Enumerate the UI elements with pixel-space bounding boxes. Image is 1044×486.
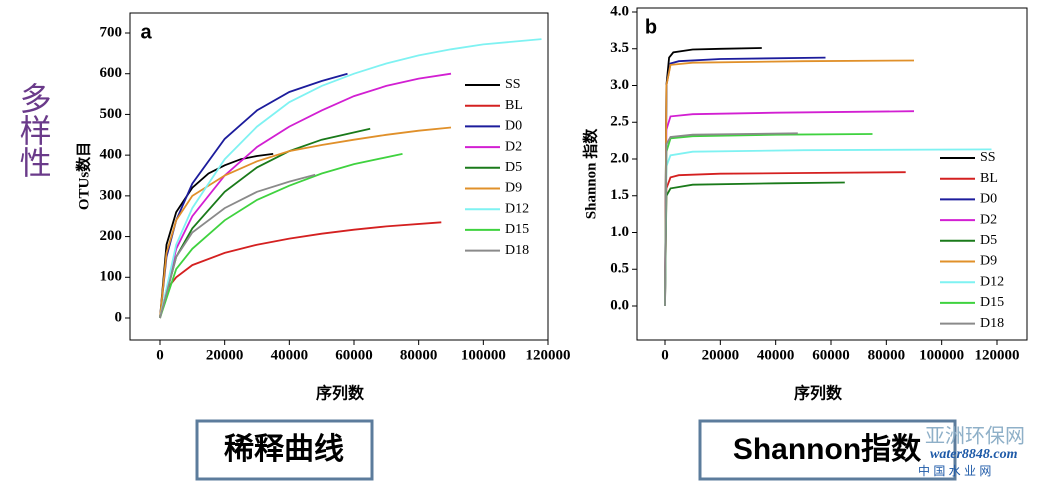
legend-label: D5 [505, 160, 522, 175]
watermark: 亚洲环保网 [925, 424, 1025, 447]
series-line [159, 153, 403, 319]
legend-label: D2 [980, 212, 997, 227]
series-line [664, 132, 798, 307]
x-tick-label: 60000 [335, 347, 373, 363]
series-line [159, 221, 442, 319]
legend-label: D0 [980, 192, 997, 207]
x-tick-label: 60000 [812, 347, 850, 363]
y-tick-label: 400 [100, 147, 123, 163]
y-tick-label: 1.0 [610, 224, 629, 240]
series-line [664, 56, 826, 307]
y-axis-label: OTUs数目 [74, 142, 92, 210]
y-tick-label: 3.0 [610, 77, 629, 93]
legend-label: D18 [980, 316, 1004, 331]
series-line [159, 72, 452, 319]
legend-label: SS [980, 150, 996, 165]
x-tick-label: 120000 [526, 347, 571, 363]
x-tick-label: 40000 [757, 347, 795, 363]
watermark: 中 国 水 业 网 [918, 463, 991, 478]
legend-label: D15 [505, 222, 529, 237]
caption: Shannon指数 [733, 433, 922, 466]
watermark: water8848.com [930, 447, 1018, 462]
series-line [159, 127, 371, 319]
series-line [664, 181, 845, 307]
x-tick-label: 40000 [271, 347, 309, 363]
panel-label: b [645, 16, 657, 38]
legend-label: SS [505, 77, 521, 92]
series-line [159, 173, 316, 319]
panel-label: a [140, 21, 152, 43]
x-tick-label: 120000 [975, 347, 1020, 363]
x-tick-label: 80000 [400, 347, 438, 363]
series-line [159, 153, 274, 319]
y-tick-label: 2.5 [610, 114, 629, 130]
y-tick-label: 4.0 [610, 3, 629, 19]
legend-label: D9 [505, 181, 522, 196]
x-tick-label: 100000 [919, 347, 964, 363]
x-axis-label: 序列数 [794, 384, 843, 403]
series-line [664, 59, 915, 307]
y-axis-label: Shannon 指数 [581, 128, 599, 219]
caption: 稀释曲线 [224, 433, 344, 466]
x-tick-label: 80000 [868, 347, 906, 363]
y-tick-label: 0.5 [610, 261, 629, 277]
y-tick-label: 2.0 [610, 150, 629, 166]
legend-label: D12 [980, 274, 1004, 289]
y-tick-label: 0.0 [610, 297, 629, 313]
plot-frame [636, 7, 1028, 341]
legend-label: D12 [505, 201, 529, 216]
y-tick-label: 600 [100, 65, 123, 81]
legend-label: BL [505, 98, 523, 113]
legend-label: D9 [980, 254, 997, 269]
legend-label: D5 [980, 233, 997, 248]
series-line [664, 133, 873, 307]
legend-label: D0 [505, 119, 522, 134]
plot-frame [129, 12, 549, 341]
series-line [159, 72, 348, 319]
x-tick-label: 0 [661, 347, 669, 363]
y-tick-label: 3.5 [610, 40, 629, 56]
series-line [664, 47, 762, 307]
x-axis-label: 序列数 [316, 384, 365, 403]
y-tick-label: 0 [115, 309, 123, 325]
x-tick-label: 20000 [702, 347, 740, 363]
y-tick-label: 1.5 [610, 187, 629, 203]
x-tick-label: 0 [156, 347, 164, 363]
x-tick-label: 100000 [461, 347, 506, 363]
caption-box [195, 419, 374, 481]
y-tick-label: 100 [100, 269, 123, 285]
y-tick-label: 200 [100, 228, 123, 244]
y-tick-label: 300 [100, 187, 123, 203]
legend-label: D2 [505, 139, 522, 154]
series-line [159, 126, 452, 319]
x-tick-label: 20000 [206, 347, 244, 363]
series-line [664, 171, 906, 307]
y-tick-label: 500 [100, 106, 123, 122]
series-line [664, 110, 915, 307]
side-label: 多样性 [16, 82, 52, 178]
legend-label: BL [980, 171, 998, 186]
legend-label: D18 [505, 243, 529, 258]
legend-label: D15 [980, 295, 1004, 310]
series-line [159, 38, 542, 319]
y-tick-label: 700 [100, 24, 123, 40]
caption-box [698, 419, 957, 481]
